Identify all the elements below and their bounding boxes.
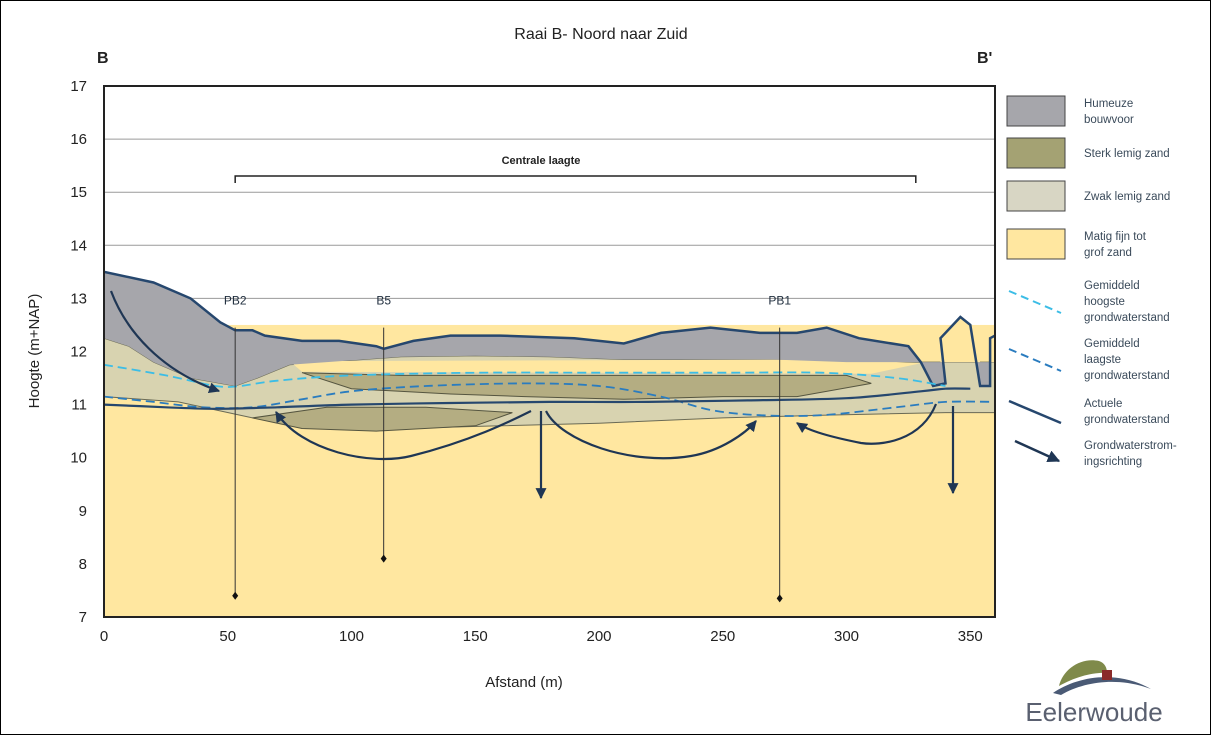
legend-swatch [1008, 290, 1062, 314]
layer-sterk-lemig-lens [252, 406, 513, 432]
corner-label-right: B' [977, 50, 992, 67]
borehole-end [232, 591, 239, 600]
legend-label: Sterk lemig zand [1084, 148, 1170, 160]
plot-border [103, 85, 996, 618]
y-axis-label: Hoogte (m+NAP) [26, 294, 43, 409]
borehole-end [380, 554, 387, 563]
layer-sterk-lemig-zand [301, 372, 872, 400]
legend-swatch [1006, 137, 1066, 169]
legend-label: grondwaterstand [1084, 414, 1170, 426]
borehole-label: PB2 [224, 294, 247, 308]
legend-label: grof zand [1084, 247, 1132, 259]
flow-arrow [545, 410, 757, 460]
legend-label: ingsrichting [1084, 456, 1142, 468]
legend-swatch [1008, 348, 1062, 372]
x-axis-ticks: 0 50 100 150 200 250 300 350 [100, 628, 983, 645]
legend-swatch [1014, 439, 1061, 463]
legend-label: Gemiddeld [1084, 338, 1140, 350]
legend-swatch [1008, 399, 1062, 425]
y-tick-label: 9 [79, 503, 87, 520]
legend-label: Actuele [1084, 398, 1122, 410]
borehole-end [776, 594, 783, 603]
borehole-label: B5 [376, 294, 391, 308]
legend-label: bouwvoor [1084, 114, 1134, 126]
legend-label: Zwak lemig zand [1084, 191, 1170, 203]
legend: Humeuze bouwvoor Sterk lemig zand Zwak lemi… [1006, 95, 1177, 468]
layer-zand-band [289, 359, 921, 374]
eelerwoude-logo: Eelerwoude [1025, 660, 1163, 727]
y-tick-label: 15 [70, 184, 87, 201]
gw-actual-line [104, 387, 971, 410]
y-tick-label: 11 [71, 397, 87, 414]
x-tick-label: 50 [219, 628, 236, 645]
legend-swatch [1006, 180, 1066, 212]
legend-label: grondwaterstand [1084, 312, 1170, 324]
x-tick-label: 150 [463, 628, 488, 645]
legend-label: laagste [1084, 354, 1121, 366]
legend-label: Matig fijn tot [1084, 231, 1147, 243]
y-tick-label: 16 [70, 131, 87, 148]
y-tick-label: 17 [70, 78, 87, 95]
surface-line [104, 270, 995, 388]
x-tick-label: 0 [100, 628, 108, 645]
legend-swatch [1006, 228, 1066, 260]
boreholes: PB2 B5 PB1 [224, 294, 791, 603]
x-tick-label: 300 [834, 628, 859, 645]
y-axis-ticks: 7 8 9 10 11 12 13 14 15 16 17 [70, 78, 87, 626]
centrale-laagte-label: Centrale laagte [502, 155, 581, 167]
chart-title: Raai B- Noord naar Zuid [514, 26, 687, 43]
flow-arrow [796, 403, 938, 445]
y-tick-label: 13 [70, 290, 87, 307]
flow-arrow [109, 290, 221, 393]
legend-label: hoogste [1084, 296, 1125, 308]
legend-swatch [1006, 95, 1066, 127]
layer-humeuze-bouwvoor [104, 271, 995, 386]
borehole-label: PB1 [768, 294, 791, 308]
soil-layers [104, 270, 995, 617]
y-tick-label: 7 [79, 609, 87, 626]
x-tick-label: 100 [339, 628, 364, 645]
legend-label: grondwaterstand [1084, 370, 1170, 382]
x-tick-label: 250 [710, 628, 735, 645]
y-tick-label: 14 [70, 237, 87, 254]
legend-label: Gemiddeld [1084, 280, 1140, 292]
x-tick-label: 350 [958, 628, 983, 645]
flow-arrow [275, 410, 532, 461]
x-tick-label: 200 [586, 628, 611, 645]
y-tick-label: 8 [79, 556, 87, 573]
x-axis-label: Afstand (m) [485, 674, 563, 691]
centrale-laagte-bracket [234, 175, 917, 183]
legend-label: Humeuze [1084, 98, 1133, 110]
y-tick-label: 12 [70, 344, 87, 361]
corner-label-left: B [97, 50, 109, 67]
bracket-line [234, 175, 917, 183]
svg-text:Eelerwoude: Eelerwoude [1025, 697, 1162, 727]
flow-arrows [109, 290, 959, 500]
legend-label: Grondwaterstrom- [1084, 440, 1177, 452]
y-tick-label: 10 [70, 450, 87, 467]
